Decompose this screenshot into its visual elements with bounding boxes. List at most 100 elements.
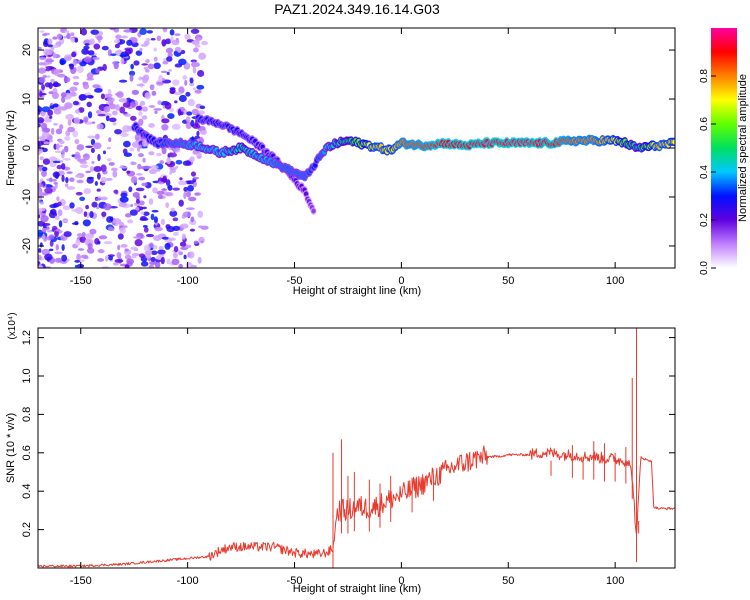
noise-blob [112, 170, 118, 178]
noise-blob [85, 95, 94, 99]
noise-blob [139, 47, 143, 52]
noise-blob [61, 174, 65, 183]
noise-blob [167, 184, 173, 191]
noise-blob [143, 195, 147, 199]
noise-blob [138, 111, 143, 117]
noise-blob [190, 28, 200, 34]
noise-blob [71, 222, 79, 225]
noise-blob [76, 65, 84, 74]
noise-blob [117, 244, 121, 251]
noise-blob [135, 199, 140, 204]
noise-blob [58, 220, 63, 228]
noise-blob [135, 50, 143, 56]
noise-blob [120, 192, 128, 198]
noise-blob [165, 202, 170, 209]
noise-blob [138, 118, 144, 126]
noise-blob [57, 201, 62, 207]
noise-blob [44, 187, 53, 194]
noise-blob [43, 248, 49, 255]
noise-blob [182, 160, 192, 166]
noise-blob [180, 49, 186, 55]
noise-blob [71, 51, 77, 58]
chart-title: PAZ1.2024.349.16.14.G03 [274, 1, 440, 17]
x-tick-label: -150 [70, 575, 92, 587]
noise-blob [48, 248, 54, 252]
noise-blob [108, 137, 112, 143]
noise-blob [188, 196, 197, 202]
noise-blob [192, 87, 197, 91]
noise-blob [55, 128, 63, 135]
noise-blob [94, 133, 100, 140]
noise-blob [65, 176, 69, 184]
noise-blob [95, 68, 100, 74]
noise-blob [156, 152, 162, 157]
noise-blob [198, 236, 205, 244]
noise-blob [59, 59, 65, 66]
noise-blob [141, 76, 148, 84]
colorbar-tick-label: 0.8 [699, 69, 710, 83]
noise-blob [79, 236, 87, 243]
noise-blob [156, 82, 165, 85]
noise-blob [150, 213, 155, 221]
noise-blob [78, 59, 82, 63]
noise-blob [97, 258, 105, 262]
noise-blob [131, 89, 140, 95]
noise-blob [38, 46, 42, 50]
noise-blob [195, 192, 201, 196]
noise-blob [105, 93, 113, 98]
noise-blob [38, 117, 45, 124]
noise-blob [132, 141, 140, 148]
noise-blob [51, 178, 57, 182]
noise-blob [89, 211, 94, 219]
noise-blob [86, 77, 95, 81]
noise-blob [136, 83, 145, 87]
snr-panel: -150 -100 -50 0 50 100 0.2 0.4 0.6 0.8 1.0 1.2 Hei… [5, 312, 676, 595]
noise-blob [72, 100, 79, 106]
snr-x-label: Height of straight line (km) [293, 583, 421, 595]
noise-blob [183, 191, 187, 200]
noise-blob [94, 88, 103, 93]
noise-blob [156, 190, 165, 195]
noise-blob [45, 59, 55, 63]
noise-blob [114, 258, 124, 263]
noise-blob [185, 121, 192, 130]
noise-blob [38, 136, 46, 140]
noise-blob [61, 244, 65, 251]
x-tick-label: -50 [287, 575, 303, 587]
noise-blob [186, 190, 191, 198]
noise-blob [142, 157, 146, 163]
ridge-cell [303, 191, 309, 197]
noise-blob [178, 180, 187, 186]
noise-blob [57, 209, 63, 217]
noise-blob [65, 183, 69, 188]
noise-blob [122, 102, 131, 108]
x-tick-label: 50 [502, 575, 514, 587]
noise-blob [187, 180, 195, 185]
noise-blob [48, 91, 54, 95]
noise-blob [197, 110, 206, 115]
noise-blob [47, 38, 53, 45]
noise-blob [181, 233, 186, 240]
noise-blob [72, 130, 79, 138]
noise-blob [143, 226, 149, 233]
noise-blob [92, 56, 100, 61]
noise-blob [89, 38, 95, 45]
noise-blob [124, 254, 132, 260]
x-tick-label: 0 [398, 575, 404, 587]
noise-blob [108, 162, 115, 166]
noise-blob [57, 73, 66, 78]
noise-blob [40, 122, 48, 131]
noise-blob [93, 142, 102, 150]
noise-blob [71, 208, 81, 212]
noise-blob [103, 105, 111, 113]
noise-blob [96, 188, 101, 192]
noise-blob [96, 123, 104, 130]
noise-blob [126, 39, 133, 46]
snr-spikes [332, 328, 640, 568]
noise-blob [73, 67, 77, 72]
noise-blob [144, 92, 151, 100]
noise-blob [79, 60, 87, 67]
noise-blob [54, 172, 59, 180]
noise-blob [131, 253, 140, 257]
noise-blob [91, 160, 95, 165]
